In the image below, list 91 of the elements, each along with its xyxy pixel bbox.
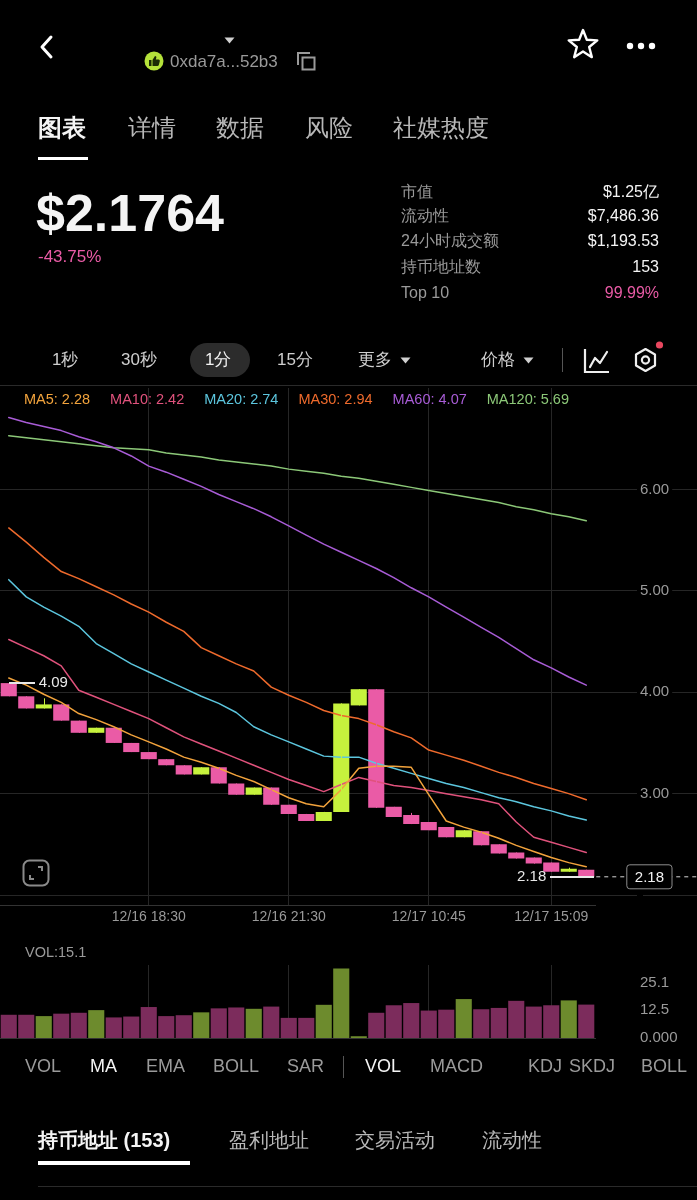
- text: 流动性: [482, 1128, 542, 1152]
- candlestick: [455, 829, 472, 838]
- bar: [263, 1006, 280, 1038]
- text: $2.1764: [36, 182, 224, 244]
- bar: [455, 999, 472, 1038]
- y-tick-label: 0.000: [640, 1028, 678, 1046]
- text: 价格: [481, 349, 515, 371]
- candlestick: [35, 697, 52, 709]
- candlestick: [298, 813, 315, 822]
- y-tick-label: 5.00: [640, 580, 670, 598]
- x-tick-label: 12/17 15:09: [514, 908, 589, 925]
- text: 社媒热度: [393, 113, 489, 143]
- text: 1分: [205, 349, 232, 371]
- candlestick: [210, 766, 227, 785]
- candlestick: [280, 804, 297, 815]
- text: 流动性: [401, 206, 449, 226]
- candlestick: [315, 811, 332, 822]
- text: BOLL: [641, 1056, 688, 1078]
- candlestick: [228, 783, 245, 796]
- bar: [35, 1016, 52, 1038]
- bar: [193, 1012, 210, 1038]
- bar: [368, 1012, 385, 1038]
- text: KDJ: [528, 1056, 563, 1078]
- annotation: 2.18: [517, 866, 547, 884]
- text: EMA: [146, 1056, 186, 1078]
- bar: [175, 1015, 192, 1038]
- bar: [245, 1008, 262, 1038]
- text: SAR: [287, 1056, 325, 1078]
- y-tick-label: 6.00: [640, 479, 670, 497]
- candlestick: [193, 766, 210, 775]
- text: 持币地址数: [401, 257, 481, 277]
- bar: [560, 1000, 577, 1038]
- text: SKDJ: [569, 1056, 616, 1078]
- text: MA20: 2.74: [204, 391, 279, 409]
- text: 持币地址 (153): [38, 1128, 171, 1152]
- text: 0xda7a...52b3: [170, 51, 278, 73]
- bar: [578, 1004, 595, 1038]
- y-tick-label: 3.00: [640, 783, 670, 801]
- text: 更多: [358, 349, 392, 371]
- text: VOL: [365, 1056, 402, 1078]
- annotation: 4.09: [38, 673, 68, 691]
- text: 交易活动: [355, 1128, 435, 1152]
- x-tick-label: 12/16 18:30: [111, 908, 186, 925]
- text: VOL: [25, 1056, 62, 1078]
- text: 市值: [401, 182, 433, 202]
- candlestick: [560, 867, 577, 873]
- y-tick-label: 12.5: [640, 1000, 670, 1018]
- text: MACD: [430, 1056, 483, 1078]
- candlestick: [123, 742, 140, 753]
- bar: [70, 1012, 87, 1038]
- text: -43.75%: [38, 246, 102, 268]
- text: $7,486.36: [587, 206, 659, 226]
- text: MA: [90, 1056, 117, 1078]
- text: MA30: 2.94: [298, 391, 373, 409]
- text: MA120: 5.69: [486, 391, 570, 409]
- text: 153: [632, 257, 659, 277]
- bar: [88, 1010, 105, 1038]
- text: $1.25亿: [602, 182, 659, 202]
- text: 风险: [305, 113, 353, 143]
- chart-title: VOL:15.1: [25, 944, 87, 962]
- text: Top 10: [401, 283, 450, 303]
- text: 99.99%: [604, 283, 659, 303]
- text: 详情: [128, 113, 176, 143]
- text: MA10: 2.42: [110, 391, 185, 409]
- x-tick-label: 12/16 21:30: [251, 908, 326, 925]
- bar: [473, 1009, 490, 1038]
- candlestick: [88, 727, 105, 734]
- candlestick: [245, 787, 262, 796]
- candlestick: [158, 758, 175, 766]
- text: BOLL: [213, 1056, 260, 1078]
- candlestick: [175, 764, 192, 775]
- y-tick-label: 25.1: [640, 972, 670, 990]
- candlestick: [18, 695, 35, 709]
- text: $1,193.53: [587, 231, 659, 251]
- text: 图表: [38, 113, 86, 143]
- text: MA5: 2.28: [24, 391, 91, 409]
- candlestick: [140, 751, 157, 760]
- candlestick: [70, 720, 87, 734]
- text: 24小时成交额: [401, 231, 499, 251]
- text: 15分: [277, 349, 313, 371]
- x-tick-label: 12/17 10:45: [391, 908, 466, 925]
- bar: [53, 1013, 70, 1038]
- ref-line-label: 2.18: [634, 867, 664, 885]
- text: 盈利地址: [229, 1128, 309, 1152]
- text: 1秒: [52, 349, 79, 371]
- text: 30秒: [121, 349, 157, 371]
- candlestick: [53, 703, 70, 722]
- y-tick-label: 4.00: [640, 682, 670, 700]
- text: MA60: 4.07: [392, 391, 467, 409]
- text: 数据: [216, 113, 264, 143]
- candlestick: [350, 688, 367, 706]
